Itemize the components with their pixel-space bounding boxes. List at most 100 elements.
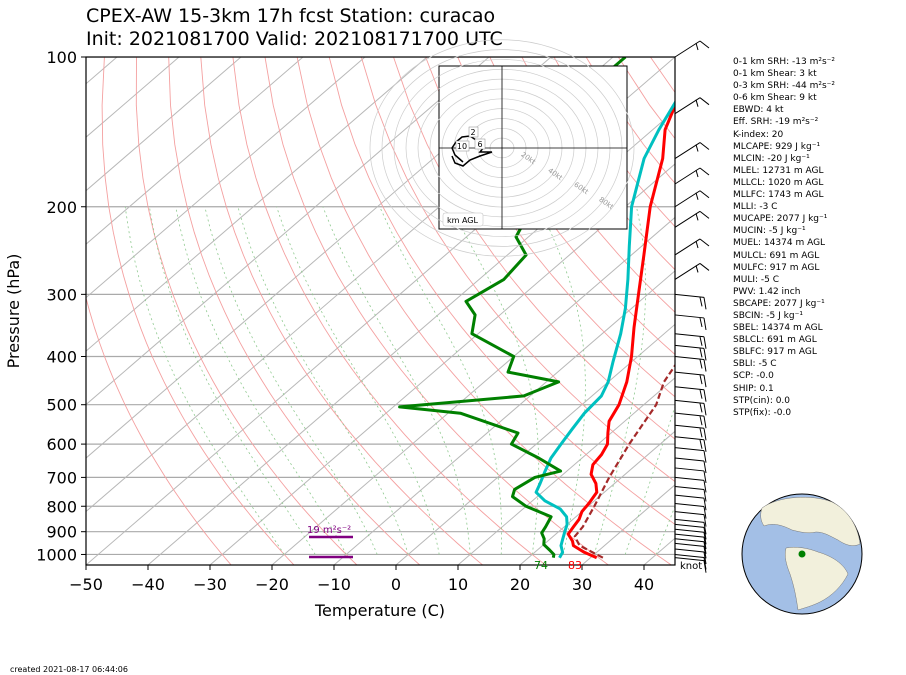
dry-adiabat <box>168 57 421 565</box>
wind-barb-staff <box>674 494 705 499</box>
wind-barb <box>674 293 707 310</box>
wind-barb-flag <box>703 297 707 310</box>
wind-barb-flag <box>699 190 710 199</box>
wind-barb-flag <box>695 42 699 51</box>
isotherm-line <box>86 57 304 245</box>
wind-barb-flag <box>699 167 710 176</box>
wind-barb-flag <box>703 522 707 535</box>
wind-barb-flag <box>703 428 707 441</box>
wind-barb-flag <box>703 389 707 402</box>
isotherm-line <box>457 377 675 565</box>
wind-barb-flag <box>699 97 710 106</box>
moist-adiabat <box>237 206 409 555</box>
wind-barb-staff <box>674 447 705 452</box>
wind-barb-flag <box>699 359 703 369</box>
surface-temperature-label: 83 <box>568 559 582 572</box>
parameter-line: MLCIN: -20 J kg⁻¹ <box>733 153 810 164</box>
dry-adiabat <box>425 57 675 398</box>
wind-barb-staff <box>674 386 705 391</box>
wind-barb-staff <box>674 424 705 429</box>
wind-barb-flag <box>703 460 707 474</box>
isotherm-line <box>271 216 675 565</box>
wind-barb-flag <box>703 416 707 429</box>
parameter-line: MUEL: 14374 m AGL <box>733 238 826 249</box>
dry-adiabat <box>521 57 675 271</box>
x-tick-label: 10 <box>448 575 468 594</box>
x-tick-label: 0 <box>391 575 401 594</box>
x-tick-label: 30 <box>572 575 592 594</box>
parameter-line: SBLCL: 691 m AGL <box>733 335 817 346</box>
wind-barb-flag <box>699 297 703 307</box>
parameter-line: MLEL: 12731 m AGL <box>733 165 824 176</box>
hodograph-height-2: 2 <box>470 128 475 137</box>
dry-adiabat <box>200 57 483 565</box>
sounding-parameters-panel: 0-1 km SRH: -13 m²s⁻² 0-1 km Shear: 3 kt 0… <box>733 57 835 420</box>
parameter-line: 0-6 km Shear: 9 kt <box>733 93 817 104</box>
moist-adiabat <box>175 206 347 555</box>
isotherm-line <box>395 323 675 565</box>
parameter-line: K-index: 20 <box>733 129 784 140</box>
wind-barb-flag <box>703 348 707 361</box>
axes: −50 −40 −30 −20 −10 0 10 20 30 40 100 200 300 400 500 6… <box>36 48 654 594</box>
wind-barb <box>674 503 707 519</box>
y-tick-label: 100 <box>46 48 77 67</box>
parameter-line: Eff. SRH: -19 m²s⁻² <box>733 117 819 128</box>
parameter-line: STP(fix): -0.0 <box>733 407 792 418</box>
wind-barb-staff <box>674 412 705 417</box>
parameter-line: MLCAPE: 929 J kg⁻¹ <box>733 141 821 152</box>
parameter-line: MLLFC: 1743 m AGL <box>733 190 824 201</box>
wind-barb-flag <box>699 317 703 328</box>
wind-barb-flag <box>703 470 707 484</box>
hodograph-ring <box>369 39 635 257</box>
chart-title-line-2: Init: 2021081700 Valid: 202108171700 UTC <box>86 28 503 50</box>
isotherm-line <box>86 57 428 352</box>
dry-adiabat <box>328 57 675 525</box>
wind-barb <box>674 371 707 388</box>
wind-barb-flag <box>703 480 707 493</box>
moist-adiabat <box>204 206 378 555</box>
parameter-line: MULFC: 917 m AGL <box>733 262 820 273</box>
hodograph-label: km AGL <box>447 216 479 225</box>
parameter-line: MULCL: 691 m AGL <box>733 250 820 261</box>
wind-barb-staff <box>674 503 705 508</box>
wind-barb-staff <box>674 511 705 516</box>
wind-barb-flag <box>699 238 710 247</box>
moist-adiabat <box>124 206 285 555</box>
y-tick-label: 700 <box>46 468 77 487</box>
moist-adiabat <box>149 206 316 555</box>
wind-barb-flag <box>699 336 703 346</box>
wind-barb <box>674 518 707 535</box>
dry-adiabat <box>232 57 546 565</box>
wind-barb-flag <box>703 506 707 519</box>
barb-unit-label: knot <box>680 561 702 572</box>
parameter-line: MUCAPE: 2077 J kg⁻¹ <box>733 214 828 225</box>
dry-adiabat <box>489 57 675 313</box>
wind-barb <box>674 167 710 185</box>
wind-barb-staff <box>674 314 705 319</box>
isotherm-line <box>209 163 675 565</box>
wind-barb-flag <box>703 527 707 540</box>
wind-barb-staff <box>674 548 705 553</box>
moist-adiabat <box>450 206 540 555</box>
y-tick-label: 1000 <box>36 545 77 564</box>
wind-barb <box>674 436 707 452</box>
wind-barb <box>674 386 707 402</box>
chart-title-line-1: CPEX-AW 15-3km 17h fcst Station: curacao <box>86 5 496 27</box>
wind-barb <box>674 528 707 545</box>
parameter-line: 0-3 km SRH: -44 m²s⁻² <box>733 81 836 92</box>
parameter-line: MUCIN: -5 J kg⁻¹ <box>733 226 806 237</box>
wind-barb-flag <box>699 142 710 150</box>
trace-series-0 <box>566 101 675 560</box>
wind-barb <box>674 447 707 463</box>
hodograph-height-6: 6 <box>477 140 482 149</box>
wind-barb <box>674 557 707 573</box>
wind-barb-staff <box>674 436 705 441</box>
wind-barb-flag <box>699 375 703 385</box>
x-tick-label: −40 <box>131 575 165 594</box>
srh-label: 19 m²s⁻² <box>307 525 351 536</box>
parameter-line: SBLFC: 917 m AGL <box>733 347 817 358</box>
wind-barb-staff <box>674 476 705 481</box>
parameter-line: SBCIN: -5 J kg⁻¹ <box>733 310 803 321</box>
wind-barb-staff <box>674 485 705 490</box>
